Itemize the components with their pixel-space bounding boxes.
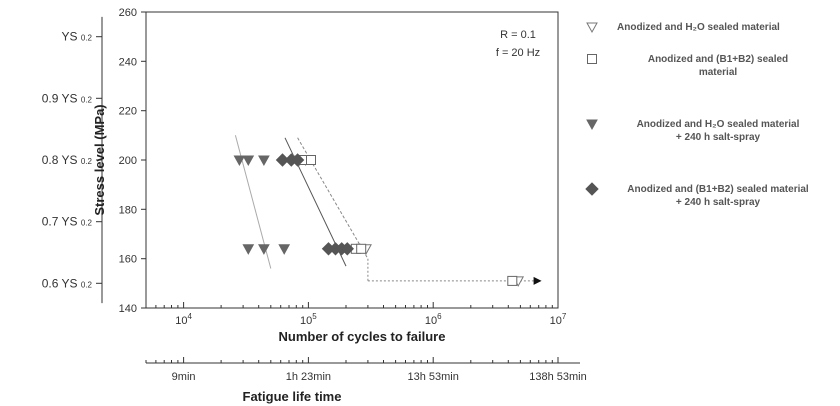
annotation-text: f = 20 Hz [496,47,540,59]
legend-label: Anodized and (B1+B2) sealed [648,54,788,65]
legend-label: material [699,67,738,78]
data-point [275,153,290,167]
y-tick-label: 160 [119,254,137,266]
legend-label: + 240 h salt-spray [676,197,761,208]
y-tick-label: 140 [119,303,137,315]
ys-tick-label: 0.9 YS 0.2 [42,91,93,105]
data-point [306,155,316,165]
y-tick-label: 200 [119,155,137,167]
legend-label: Anodized and H₂O sealed material [617,22,780,33]
legend-label: Anodized and (B1+B2) sealed material [627,184,809,195]
y-tick-label: 180 [119,204,137,216]
data-point [242,244,255,255]
time-tick-label: 13h 53min [408,371,459,383]
data-point [356,243,367,254]
data-point [258,155,270,167]
ys-tick-label: 0.6 YS 0.2 [42,276,93,290]
data-point [340,242,355,256]
ys-tick-label: YS 0.2 [62,30,93,44]
data-point [507,275,518,286]
x-tick-label: 106 [425,312,442,327]
data-point [258,244,270,255]
x-tick-label: 105 [300,312,317,327]
legend-label: Anodized and H₂O sealed material [637,119,800,130]
data-point [278,244,291,255]
data-point [242,155,255,167]
legend-marker [586,22,598,34]
y-tick-label: 220 [119,106,137,118]
x-tick-label: 107 [550,312,567,327]
y-axis-label: Stress level (MPa) [92,104,107,215]
time-tick-label: 1h 23min [286,371,331,383]
data-point [233,155,246,167]
legend-marker [585,182,599,196]
runout-arrow-icon [533,276,542,285]
trend-line [297,137,369,259]
time-tick-label: 138h 53min [529,371,587,383]
data-point [290,153,305,167]
x-axis-label: Number of cycles to failure [279,329,446,344]
legend-label: + 240 h salt-spray [676,132,761,143]
annotation-text: R = 0.1 [500,29,536,41]
time-axis-label: Fatigue life time [243,389,342,404]
y-tick-label: 260 [119,7,137,19]
legend-marker [586,119,598,131]
ys-tick-label: 0.8 YS 0.2 [42,153,93,167]
ys-tick-label: 0.7 YS 0.2 [42,215,93,229]
y-tick-label: 240 [119,56,137,68]
time-tick-label: 9min [172,371,196,383]
x-tick-label: 104 [175,312,192,327]
legend-marker [587,54,597,64]
